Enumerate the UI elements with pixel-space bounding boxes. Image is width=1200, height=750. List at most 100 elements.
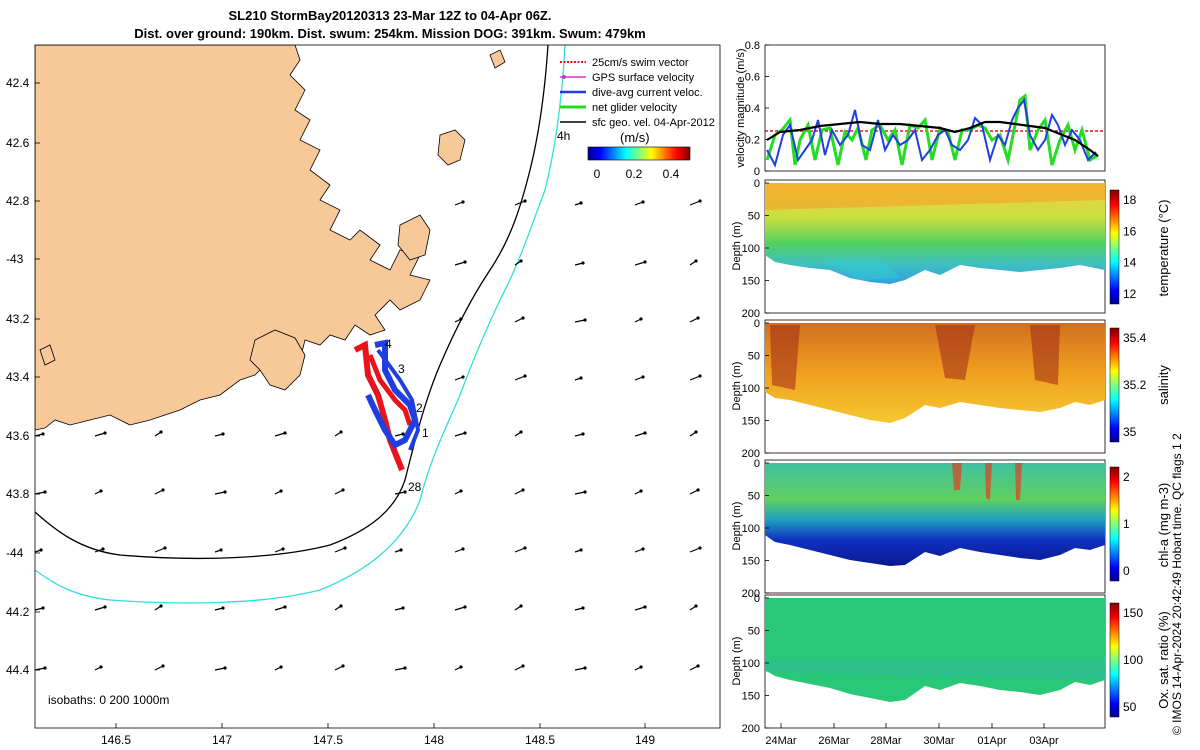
y-tick-label: 0 bbox=[754, 318, 760, 330]
velocity-arrow-head bbox=[161, 488, 165, 492]
velocity-arrow-head bbox=[461, 375, 465, 379]
isobaths-label: isobaths: 0 200 1000m bbox=[48, 693, 169, 707]
map-lat-tick-label: 42.4 bbox=[6, 76, 30, 90]
velocity-arrow-head bbox=[43, 490, 47, 494]
velocity-arrow-head bbox=[521, 488, 525, 492]
colorbar-tick: 0.2 bbox=[626, 167, 643, 181]
track-label: 28 bbox=[408, 480, 422, 494]
velocity-arrow bbox=[94, 432, 106, 437]
velocity-arrow-head bbox=[696, 488, 700, 492]
peninsula-land bbox=[249, 329, 306, 391]
y-tick-label: 50 bbox=[748, 211, 760, 223]
velocity-arrow bbox=[689, 375, 701, 381]
map-legend: 25cm/s swim vector GPS surface velocity … bbox=[560, 57, 715, 181]
velocity-arrow bbox=[454, 261, 466, 266]
y-tick-label: 100 bbox=[742, 243, 760, 255]
velocity-arrow-head bbox=[341, 664, 345, 668]
temperature-cb-label: temperature (°C) bbox=[1156, 200, 1171, 297]
velocity-arrow-head bbox=[159, 430, 163, 434]
y-tick-label: 150 bbox=[742, 691, 760, 703]
velocity-arrow-head bbox=[159, 604, 163, 608]
velocity-arrow-head bbox=[519, 604, 523, 608]
legend-entry: net glider velocity bbox=[592, 102, 677, 114]
chla-panel: 0 50 100 150 200 Depth (m) chl-a (mg m-3) bbox=[731, 458, 1171, 600]
velocity-arrow-head bbox=[519, 430, 523, 434]
salinity-colorbar bbox=[1109, 327, 1120, 443]
map-lat-tick-label: 44.2 bbox=[6, 605, 30, 619]
glider-track-red bbox=[353, 340, 405, 472]
y-tick-label: 0.2 bbox=[745, 135, 760, 147]
colorbar-tick-label: 12 bbox=[1123, 287, 1137, 301]
tasmania-land bbox=[35, 45, 431, 431]
colorbar-tick-label: 2 bbox=[1123, 470, 1130, 484]
velocity-arrow-head bbox=[579, 201, 583, 205]
map-lat-tick-label: 43.4 bbox=[6, 370, 30, 384]
colorbar-tick-label: 35.2 bbox=[1123, 378, 1147, 392]
velocity-arrow bbox=[274, 432, 286, 437]
velocity-arrow-head bbox=[101, 547, 105, 551]
velocity-arrow-head bbox=[99, 489, 103, 493]
velocity-arrow-head bbox=[343, 546, 347, 550]
velocity-arrow bbox=[514, 375, 526, 381]
velocity-arrow bbox=[574, 491, 586, 495]
colorbar-unit: (m/s) bbox=[620, 130, 650, 145]
colorbar-tick-label: 1 bbox=[1123, 517, 1130, 531]
y-tick-label: 0.8 bbox=[745, 40, 760, 52]
x-tick-label: 28Mar bbox=[870, 735, 902, 747]
colorbar-tick-label: 100 bbox=[1123, 653, 1143, 667]
track-label: 4 bbox=[385, 337, 392, 351]
velocity-arrow bbox=[94, 606, 106, 611]
isobath-1000m bbox=[35, 45, 566, 604]
colorbar-tick-label: 35.4 bbox=[1123, 331, 1147, 345]
velocity-arrow-head bbox=[698, 199, 702, 203]
velocity-arrow bbox=[514, 200, 526, 206]
velocity-arrow-head bbox=[401, 606, 405, 610]
oxygen-panel: 0 50 100 150 200 Depth (m) Ox. sat. ratio (%… bbox=[731, 593, 1171, 735]
y-tick-label: 0.4 bbox=[745, 103, 760, 115]
velocity-arrow-head bbox=[579, 548, 583, 552]
velocity-arrow bbox=[454, 606, 466, 611]
glider-track-red bbox=[367, 354, 413, 426]
x-tick-label: 24Mar bbox=[765, 735, 797, 747]
velocity-arrow bbox=[689, 547, 701, 553]
oxygen-colorbar bbox=[1109, 602, 1120, 718]
velocity-arrow-head bbox=[641, 200, 645, 204]
velocity-arrow-head bbox=[521, 316, 525, 320]
velocity-arrow bbox=[634, 261, 646, 266]
island-land bbox=[437, 129, 466, 166]
y-tick-label: 50 bbox=[748, 351, 760, 363]
velocity-arrow-head bbox=[279, 489, 283, 493]
map-lat-tick-label: 43.8 bbox=[6, 487, 30, 501]
y-tick-label: 50 bbox=[748, 491, 760, 503]
velocity-arrow-head bbox=[463, 260, 467, 264]
y-tick-label: 150 bbox=[742, 416, 760, 428]
map-lat-tick-label: -43 bbox=[6, 252, 24, 266]
legend-entry: 25cm/s swim vector bbox=[592, 57, 689, 69]
y-tick-label: 100 bbox=[742, 523, 760, 535]
track-label: 1 bbox=[422, 426, 429, 440]
chla-cb-label: chl-a (mg m-3) bbox=[1156, 483, 1171, 568]
map-lon-tick-label: 148.5 bbox=[525, 733, 555, 747]
y-tick-label: 150 bbox=[742, 556, 760, 568]
velocity-arrow-head bbox=[583, 318, 587, 322]
velocity-arrow bbox=[574, 319, 586, 323]
velocity-arrow bbox=[689, 200, 701, 206]
velocity-arrow-head bbox=[581, 432, 585, 436]
velocity-panel: 0 0.2 0.4 0.6 0.8 velocity magnitude (m/s) bbox=[735, 40, 1106, 178]
velocity-arrow-head bbox=[519, 259, 523, 263]
dive-avg-current-line bbox=[766, 97, 1097, 168]
velocity-arrow-head bbox=[463, 605, 467, 609]
chla-section bbox=[765, 463, 1105, 566]
velocity-arrow-head bbox=[639, 489, 643, 493]
time-label: 4h bbox=[557, 129, 570, 143]
velocity-arrow bbox=[454, 432, 466, 437]
velocity-arrow-head bbox=[403, 490, 407, 494]
velocity-arrow-head bbox=[463, 431, 467, 435]
velocity-arrow-head bbox=[459, 665, 463, 669]
map-lon-tick-label: 147 bbox=[212, 733, 232, 747]
y-tick-label: 200 bbox=[742, 723, 760, 735]
legend-entry: GPS surface velocity bbox=[592, 72, 695, 84]
velocity-arrow-head bbox=[643, 605, 647, 609]
x-tick-label: 01Apr bbox=[977, 735, 1007, 747]
velocity-arrow bbox=[514, 547, 526, 553]
